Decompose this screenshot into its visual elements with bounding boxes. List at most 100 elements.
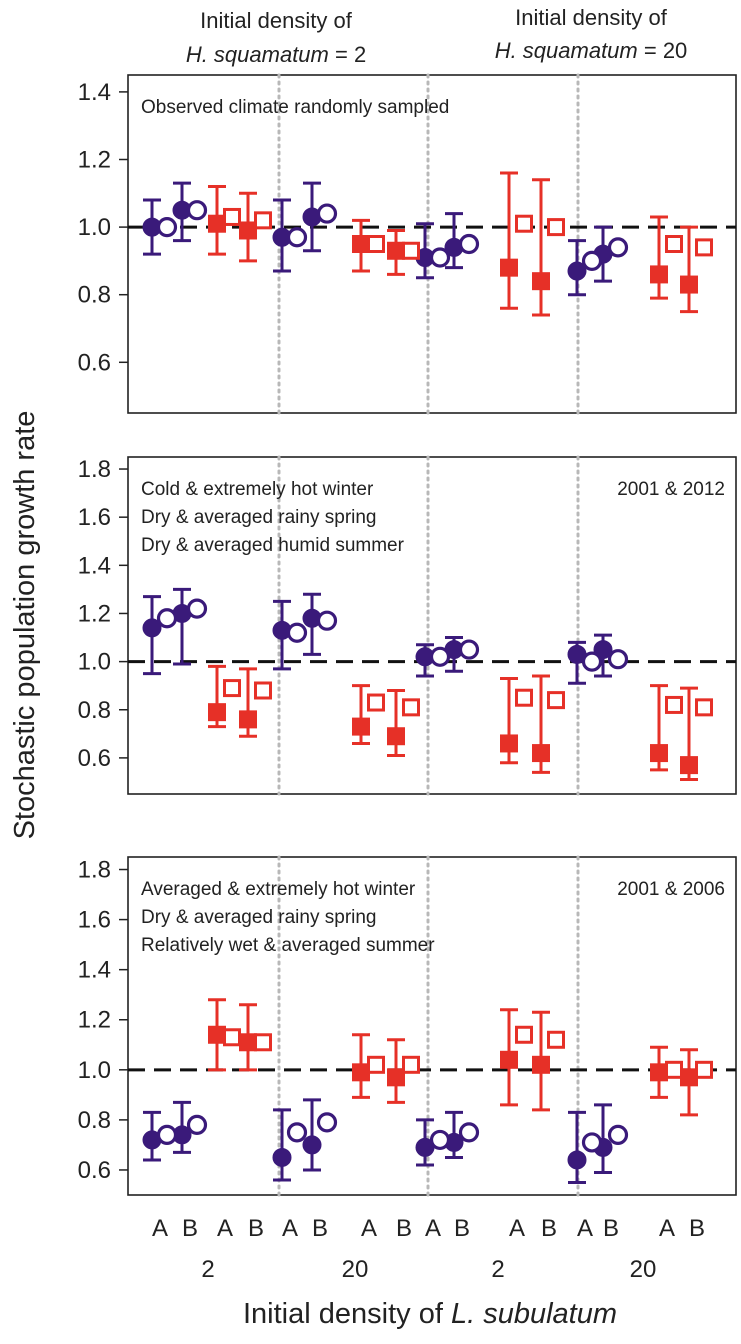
x-tick-letter: A: [152, 1215, 168, 1242]
panel-annotation-line: Dry & averaged humid summer: [141, 535, 405, 556]
data-point: [367, 1055, 385, 1074]
data-point: [316, 1112, 338, 1133]
data-point: [186, 1114, 208, 1135]
data-point: [581, 250, 603, 271]
data-point: [387, 1068, 405, 1087]
data-point: [695, 698, 713, 717]
data-point: [532, 744, 550, 763]
y-tick-label: 1.4: [78, 79, 111, 106]
panel-frame: [127, 456, 737, 795]
y-tick-label: 1.0: [78, 649, 111, 676]
data-point: [650, 265, 668, 284]
data-point: [156, 608, 178, 629]
header-right-species: H. squamatum: [495, 38, 638, 63]
header-right-line2: H. squamatum = 20: [495, 38, 688, 63]
series-blue-filled-circle: [142, 1098, 613, 1184]
data-point: [402, 698, 420, 717]
series-red-open-square: [223, 679, 713, 717]
x-tick-letter: B: [312, 1215, 328, 1242]
y-tick-label: 1.4: [78, 957, 111, 984]
panel-top: 0.6 0.8 1.0 1.2 1.4 Observed climate randomly…: [78, 73, 737, 415]
panel-annotation-line: Averaged & extremely hot winter: [141, 879, 416, 900]
data-point: [186, 200, 208, 221]
data-point: [532, 1055, 550, 1074]
data-point: [302, 1135, 322, 1155]
data-point: [567, 1150, 587, 1170]
y-tick-label: 0.8: [78, 1107, 111, 1134]
data-point: [286, 622, 308, 643]
data-point: [458, 1122, 480, 1143]
data-point: [254, 211, 272, 230]
data-point: [665, 235, 683, 253]
y-tick-label: 1.6: [78, 504, 111, 531]
y-tick-label: 0.6: [78, 349, 111, 376]
x-tick-letter: B: [182, 1215, 198, 1242]
y-tick-label: 1.8: [78, 456, 111, 483]
header-left-value: = 2: [329, 42, 366, 67]
data-point: [352, 717, 370, 736]
header-right-value: = 20: [638, 38, 688, 63]
panel-frame: [127, 856, 737, 1196]
series-blue-filled-circle: [142, 181, 613, 297]
data-point: [286, 1122, 308, 1143]
data-point: [680, 1068, 698, 1087]
data-point: [156, 217, 178, 238]
x-group-label: 2: [491, 1256, 504, 1283]
data-point: [500, 258, 518, 277]
data-point: [695, 238, 713, 257]
data-point: [650, 1063, 668, 1082]
column-headers: Initial density of H. squamatum = 2 Init…: [186, 5, 687, 67]
data-point: [223, 1028, 241, 1047]
data-point: [402, 241, 420, 260]
y-tick-label: 0.8: [78, 697, 111, 724]
data-point: [607, 1124, 629, 1146]
data-point: [208, 1025, 226, 1044]
x-axis-label-prefix: Initial density of: [243, 1298, 451, 1330]
data-point: [500, 734, 518, 753]
data-point: [208, 703, 226, 722]
data-point: [239, 1033, 257, 1052]
panel-annotation-years: 2001 & 2012: [617, 479, 725, 500]
series-red-filled-square: [208, 998, 698, 1117]
data-point: [567, 261, 587, 281]
data-point: [272, 1147, 292, 1167]
panel-frame: [127, 74, 737, 414]
header-left-line2: H. squamatum = 2: [186, 42, 366, 67]
data-point: [352, 235, 370, 253]
x-tick-letter: B: [396, 1215, 412, 1242]
data-point: [254, 681, 272, 700]
y-tick-label: 0.6: [78, 745, 111, 772]
series-red-filled-square: [208, 171, 698, 317]
series-blue-filled-circle: [142, 587, 613, 685]
panels: 0.6 0.8 1.0 1.2 1.4 Observed climate randomly…: [78, 73, 737, 1197]
data-point: [680, 275, 698, 294]
data-point: [581, 1132, 603, 1153]
panel-annotation-years: 2001 & 2006: [617, 879, 725, 900]
data-point: [515, 688, 533, 707]
panel-annotation-line: Dry & averaged rainy spring: [141, 907, 377, 928]
panel-annotation-line: Relatively wet & averaged summer: [141, 935, 435, 956]
data-point: [429, 247, 451, 268]
x-group-label: 20: [342, 1256, 369, 1283]
x-tick-letter: B: [248, 1215, 264, 1242]
series-blue-open-circle: [156, 1112, 629, 1153]
data-point: [254, 1033, 272, 1052]
panel-bottom: 0.6 0.8 1.0 1.2 1.4 1.6 1.8 Averaged & extremel…: [78, 855, 737, 1197]
panel-annotation-line: Observed climate randomly sampled: [141, 97, 449, 118]
x-tick-letter: B: [689, 1215, 705, 1242]
data-point: [239, 710, 257, 729]
header-right-line1: Initial density of: [515, 5, 668, 30]
y-tick-label: 1.2: [78, 1007, 111, 1034]
data-point: [352, 1063, 370, 1082]
data-point: [665, 1060, 683, 1079]
data-point: [186, 598, 208, 619]
header-left-line1: Initial density of: [200, 8, 353, 33]
data-point: [223, 207, 241, 226]
y-tick-label: 1.4: [78, 552, 111, 579]
data-point: [581, 651, 603, 672]
series-red-filled-square: [208, 664, 698, 782]
data-point: [650, 744, 668, 763]
x-tick-letter: B: [603, 1215, 619, 1242]
data-point: [402, 1055, 420, 1074]
y-tick-label: 0.6: [78, 1157, 111, 1184]
